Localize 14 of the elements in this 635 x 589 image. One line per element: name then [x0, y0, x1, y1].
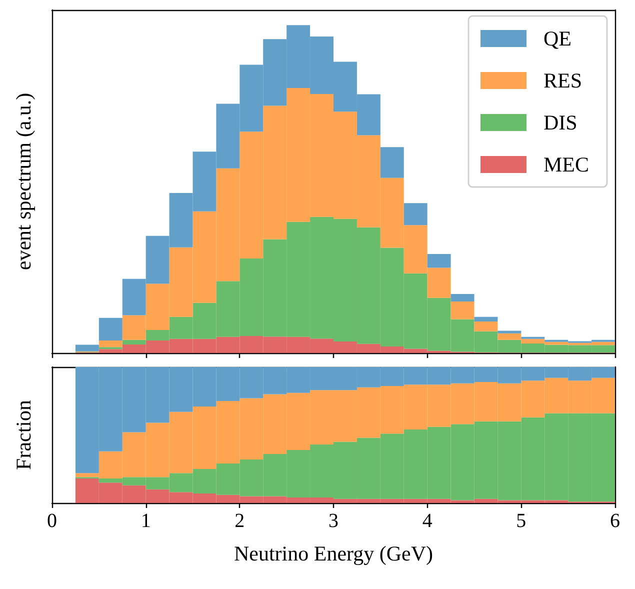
legend-label: MEC [543, 152, 590, 176]
x-axis-title: Neutrino Energy (GeV) [234, 542, 434, 566]
y-axis-title: event spectrum (a.u.) [12, 92, 36, 270]
x-tick-label: 6 [610, 510, 620, 532]
x-tick-label: 2 [234, 510, 245, 532]
x-tick-label: 5 [516, 510, 526, 532]
legend-label: DIS [543, 110, 578, 134]
y-axis-title: Fraction [12, 400, 36, 470]
x-tick-label: 1 [140, 510, 151, 532]
x-tick-label: 0 [47, 510, 57, 532]
legend-label: QE [543, 26, 572, 50]
x-tick-label: 3 [328, 510, 338, 532]
x-tick-label: 4 [422, 510, 432, 532]
legend-label: RES [543, 68, 582, 92]
